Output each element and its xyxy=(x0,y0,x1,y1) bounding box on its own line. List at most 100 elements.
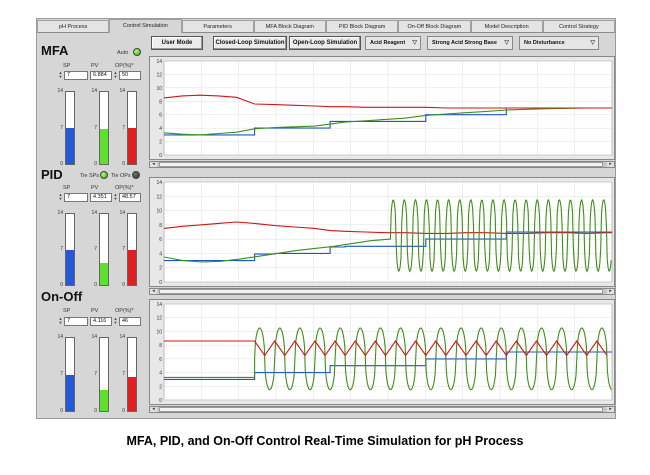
mfa-sp-input[interactable]: 7 xyxy=(64,71,88,80)
onoff-pv-display: 4.116 xyxy=(90,317,112,326)
mfa-chart-scrollbar[interactable]: ◂ ▸ xyxy=(149,161,615,168)
y-tick-label: 8 xyxy=(159,99,162,105)
onoff-pv-tick-min: 0 xyxy=(94,408,97,414)
chevron-down-icon: ▽ xyxy=(412,40,417,46)
pid-tie-sps-label: Tie SPs xyxy=(80,173,100,179)
pid-title: PID xyxy=(41,167,63,182)
mfa-title: MFA xyxy=(41,43,69,58)
y-tick-label: 4 xyxy=(159,371,162,377)
mfa-sp-spinner[interactable]: ▲ ▼ xyxy=(58,70,63,79)
y-tick-label: 8 xyxy=(159,223,162,229)
pv-series-line xyxy=(163,107,612,136)
user-mode-button[interactable]: User Mode xyxy=(151,36,203,50)
pid-tie-sps-led[interactable] xyxy=(100,171,108,179)
mfa-chart-plot: 0 2 4 6 8 10 12 14 xyxy=(156,59,613,159)
disturbance-select[interactable]: No Disturbance ▽ xyxy=(519,36,599,50)
pid-sp-input[interactable]: 7 xyxy=(64,193,88,202)
tab-control-strategy[interactable]: Control Strategy xyxy=(542,20,615,33)
y-tick-label: 4 xyxy=(159,126,162,132)
mfa-op-input[interactable]: 50 xyxy=(119,71,141,80)
onoff-sp-spinner[interactable]: ▲ ▼ xyxy=(58,316,63,325)
pv-series-line xyxy=(163,198,612,273)
tab-parameters[interactable]: Parameters xyxy=(181,20,254,33)
onoff-sp-label: SP xyxy=(63,308,71,314)
open-loop-simulation-button[interactable]: Open-Loop Simulation xyxy=(289,36,361,50)
mfa-sp-gauge xyxy=(65,91,75,165)
mfa-op-gauge xyxy=(127,91,137,165)
pid-op-input[interactable]: 48.57 xyxy=(119,193,141,202)
pid-tie-ops-led[interactable] xyxy=(132,171,140,179)
tab-control-simulation[interactable]: Control Simulation xyxy=(109,19,182,33)
process-type-select-value: Strong Acid Strong Base xyxy=(432,40,497,46)
onoff-sp-gauge xyxy=(65,337,75,412)
scroll-thumb[interactable] xyxy=(159,162,603,167)
mfa-pv-tick-min: 0 xyxy=(94,161,97,167)
onoff-chart: 0 2 4 6 8 10 12 14 xyxy=(149,299,615,405)
scroll-left-icon[interactable]: ◂ xyxy=(150,289,157,294)
y-tick-label: 12 xyxy=(156,316,162,322)
mfa-sp-label: SP xyxy=(63,63,71,69)
y-tick-label: 8 xyxy=(159,343,162,349)
process-type-select[interactable]: Strong Acid Strong Base ▽ xyxy=(427,36,513,50)
tab-mfa-block-diagram[interactable]: MFA Block Diagram xyxy=(253,20,326,33)
tab-ph-process[interactable]: pH Process xyxy=(37,20,110,33)
pid-op-spinner[interactable]: ▲ ▼ xyxy=(113,192,118,201)
y-tick-label: 0 xyxy=(159,153,162,159)
pid-pv-display: 4.351 xyxy=(90,193,112,202)
y-tick-label: 14 xyxy=(156,302,162,308)
onoff-title: On-Off xyxy=(41,289,83,304)
mfa-op-tick-max: 14 xyxy=(119,88,125,94)
onoff-op-tick-max: 14 xyxy=(119,334,125,340)
pid-sp-spinner[interactable]: ▲ ▼ xyxy=(58,192,63,201)
mfa-pv-tick-mid: 7 xyxy=(94,125,97,131)
y-tick-label: 4 xyxy=(159,251,162,257)
gauge-fill xyxy=(100,263,108,285)
y-tick-label: 6 xyxy=(159,237,162,243)
pid-sp-tick-max: 14 xyxy=(57,210,63,216)
pv-series-line xyxy=(164,327,612,391)
onoff-sp-tick-max: 14 xyxy=(57,334,63,340)
tab-model-description[interactable]: Model Description xyxy=(470,20,543,33)
onoff-op-label: OP(%)* xyxy=(115,308,134,314)
pid-sp-tick-mid: 7 xyxy=(60,246,63,252)
onoff-sp-input[interactable]: 7 xyxy=(64,317,88,326)
y-tick-label: 2 xyxy=(159,384,162,390)
pid-chart-scrollbar[interactable]: ◂ ▸ xyxy=(149,288,615,295)
mfa-op-spinner[interactable]: ▲ ▼ xyxy=(113,70,118,79)
closed-loop-simulation-button[interactable]: Closed-Loop Simulation xyxy=(213,36,287,50)
pid-pv-tick-max: 14 xyxy=(91,210,97,216)
reagent-select[interactable]: Acid Reagent ▽ xyxy=(365,36,421,50)
y-tick-label: 6 xyxy=(159,357,162,363)
onoff-chart-scrollbar[interactable]: ◂ ▸ xyxy=(149,406,615,413)
scroll-left-icon[interactable]: ◂ xyxy=(150,407,157,412)
onoff-op-input[interactable]: 46 xyxy=(119,317,141,326)
onoff-op-spinner[interactable]: ▲ ▼ xyxy=(113,316,118,325)
scroll-right-icon[interactable]: ▸ xyxy=(607,407,614,412)
onoff-op-tick-min: 0 xyxy=(122,408,125,414)
pid-pv-tick-min: 0 xyxy=(94,282,97,288)
tab-pid-block-diagram[interactable]: PID Block Diagram xyxy=(326,20,399,33)
sp-series-line xyxy=(164,231,612,262)
mfa-sp-tick-max: 14 xyxy=(57,88,63,94)
y-tick-label: 0 xyxy=(159,280,162,286)
reagent-select-value: Acid Reagent xyxy=(370,40,406,46)
tab-on-off-block-diagram[interactable]: On-Off Block Diagram xyxy=(398,20,471,33)
mfa-auto-led[interactable] xyxy=(133,48,141,56)
y-tick-label: 2 xyxy=(159,140,162,146)
scroll-thumb[interactable] xyxy=(159,407,603,412)
scroll-left-icon[interactable]: ◂ xyxy=(150,162,157,167)
scroll-right-icon[interactable]: ▸ xyxy=(607,289,614,294)
mfa-sp-tick-min: 0 xyxy=(60,161,63,167)
scroll-right-icon[interactable]: ▸ xyxy=(607,162,614,167)
y-tick-label: 2 xyxy=(159,266,162,272)
onoff-op-tick-mid: 7 xyxy=(122,371,125,377)
onoff-pv-gauge xyxy=(99,337,109,412)
application-window: pH Process Control Simulation Parameters MF… xyxy=(36,18,616,419)
gauge-fill xyxy=(128,250,136,285)
pid-op-gauge xyxy=(127,213,137,286)
onoff-pv-tick-mid: 7 xyxy=(94,371,97,377)
scroll-thumb[interactable] xyxy=(159,289,603,294)
onoff-sp-tick-min: 0 xyxy=(60,408,63,414)
gauge-fill xyxy=(66,128,74,164)
mfa-pv-label: PV xyxy=(91,63,99,69)
